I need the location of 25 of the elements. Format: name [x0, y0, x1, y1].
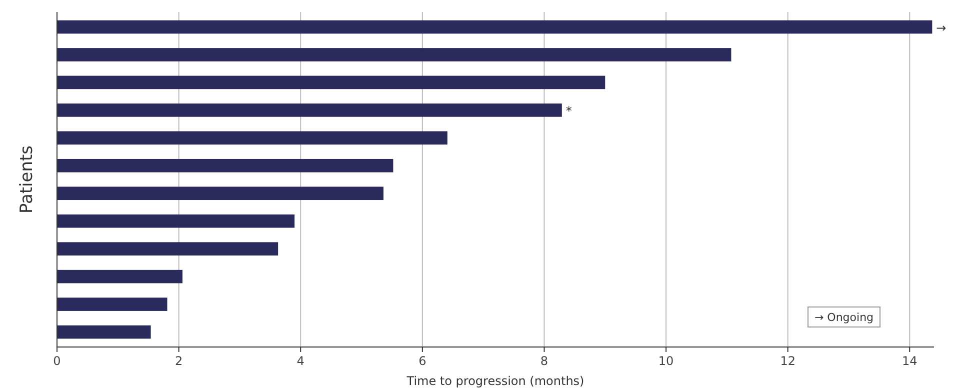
y-axis-title: Patients — [17, 145, 37, 214]
x-tick-label: 2 — [174, 354, 183, 368]
bar — [57, 242, 278, 256]
annotation: → Ongoing — [814, 311, 874, 324]
x-tick-label: 14 — [902, 354, 918, 368]
x-tick-label: 4 — [296, 354, 304, 368]
bar — [57, 214, 295, 228]
bar — [57, 104, 562, 117]
bar — [57, 186, 384, 200]
bar — [57, 131, 448, 145]
bar — [57, 48, 732, 62]
annotation: * — [566, 104, 572, 118]
bar — [57, 325, 151, 339]
x-tick-label: 6 — [418, 354, 426, 368]
x-tick-label: 12 — [780, 354, 796, 368]
bar — [57, 270, 182, 284]
x-tick-label: 10 — [658, 354, 674, 368]
x-tick-label: 0 — [53, 354, 61, 368]
x-axis-title: Time to progression (months) — [406, 374, 584, 388]
bar — [57, 76, 606, 90]
x-tick-label: 8 — [540, 354, 548, 368]
bar — [57, 158, 394, 172]
annotation: → — [936, 20, 946, 35]
bar — [57, 298, 168, 311]
bar — [57, 20, 932, 34]
